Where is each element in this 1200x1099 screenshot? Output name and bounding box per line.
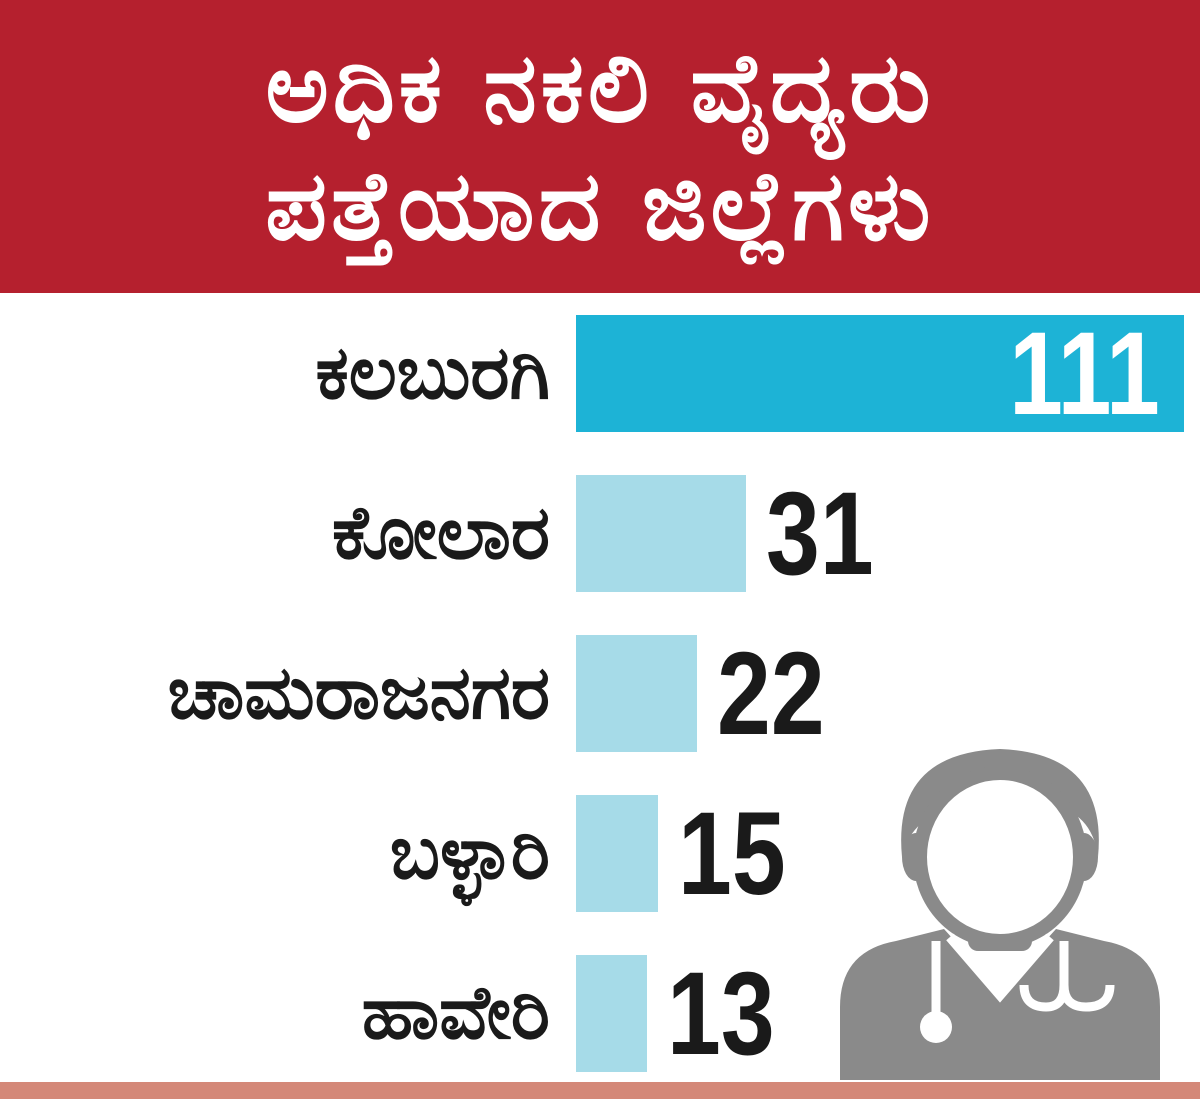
- category-label: ಬಳ್ಳಾರಿ: [389, 809, 550, 896]
- category-label: ಚಾಮರಾಜನಗರ: [167, 649, 550, 736]
- footer-strip: [0, 1082, 1200, 1099]
- value-label: 15: [678, 787, 786, 920]
- bar: [576, 955, 647, 1072]
- bar: [576, 795, 658, 912]
- value-label: 22: [717, 627, 825, 760]
- value-label: 13: [667, 947, 775, 1080]
- chart-title-line-1: ಅಧಿಕ ನಕಲಿ ವೈದ್ಯರು: [265, 31, 935, 144]
- category-label: ಕೋಲಾರ: [331, 489, 550, 576]
- chart-title-banner: ಅಧಿಕ ನಕಲಿ ವೈದ್ಯರು ಪತ್ತೆಯಾದ ಜಿಲ್ಲೆಗಳು: [0, 0, 1200, 293]
- value-label: 31: [766, 467, 874, 600]
- category-label: ಕಲಬುರಗಿ: [315, 329, 550, 416]
- chart-title-line-2: ಪತ್ತೆಯಾದ ಜಿಲ್ಲೆಗಳು: [265, 149, 935, 262]
- value-label: 111: [1009, 307, 1160, 440]
- category-label: ಹಾವೇರಿ: [361, 969, 550, 1056]
- bar: [576, 635, 697, 752]
- bar: [576, 475, 746, 592]
- doctor-stethoscope-icon: [840, 749, 1160, 1080]
- bar: [576, 315, 1184, 432]
